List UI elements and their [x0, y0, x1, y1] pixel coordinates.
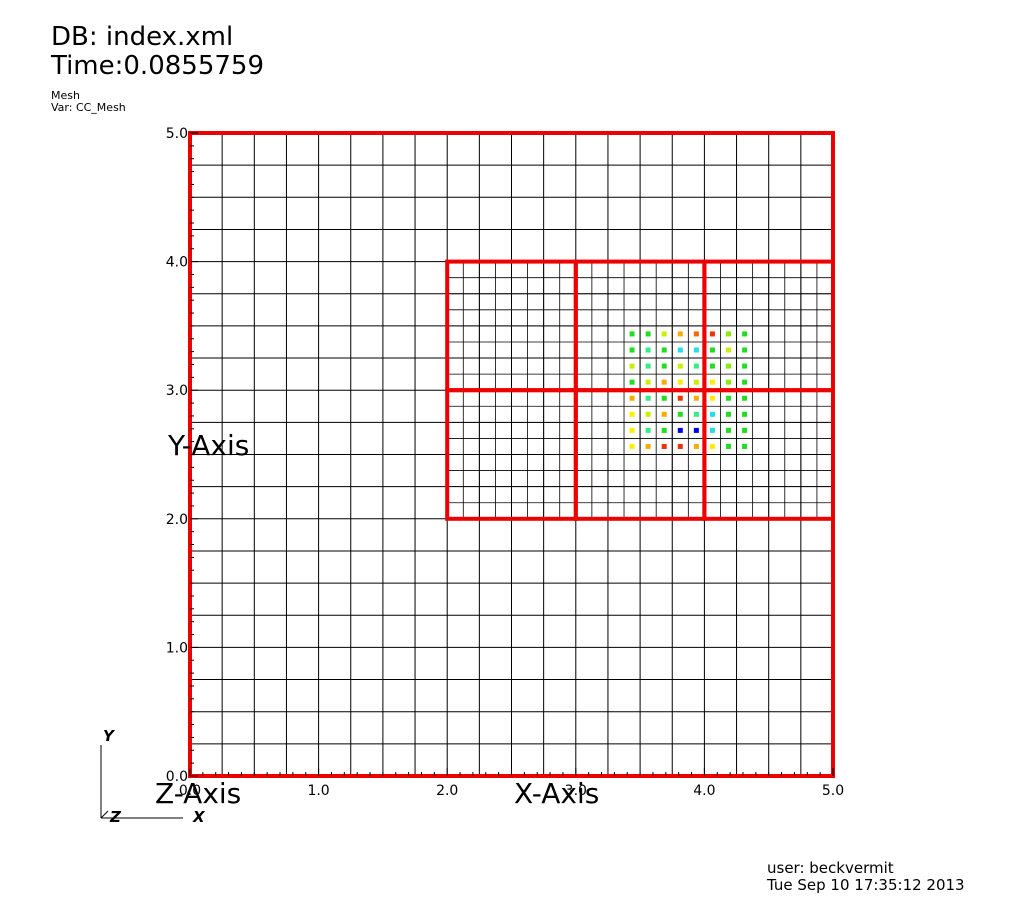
cell-marker: [645, 427, 651, 433]
cell-marker: [661, 363, 667, 369]
cell-marker: [661, 427, 667, 433]
cell-marker: [742, 411, 748, 417]
cell-marker: [661, 331, 667, 337]
time-label: Time:0.0855759: [51, 51, 264, 81]
x-tick-label: 4.0: [693, 783, 715, 799]
cell-marker: [742, 379, 748, 385]
cell-marker: [677, 379, 683, 385]
cell-marker: [645, 411, 651, 417]
cell-marker: [661, 347, 667, 353]
cell-marker: [742, 443, 748, 449]
patch-boundary: [702, 388, 836, 521]
cell-marker: [693, 427, 699, 433]
cell-marker: [661, 443, 667, 449]
date-label: Tue Sep 10 17:35:12 2013: [767, 876, 965, 894]
plot-name-label: Mesh: [51, 89, 80, 102]
y-tick-label: 1.0: [166, 640, 188, 656]
cell-marker: [629, 395, 635, 401]
cell-marker: [742, 363, 748, 369]
cell-marker: [742, 347, 748, 353]
cell-marker: [661, 395, 667, 401]
cell-marker: [677, 331, 683, 337]
variable-label: Var: CC_Mesh: [51, 101, 126, 114]
x-tick-label: 5.0: [822, 783, 844, 799]
cell-marker: [709, 411, 715, 417]
cell-marker: [742, 331, 748, 337]
cell-marker: [693, 395, 699, 401]
triad-x-label: X: [192, 808, 206, 826]
cell-marker: [677, 363, 683, 369]
cell-marker: [726, 363, 732, 369]
axis-triad: Y Z X: [100, 727, 206, 826]
z-axis-title: Z-Axis: [155, 777, 241, 810]
cell-marker: [645, 379, 651, 385]
cell-marker: [726, 411, 732, 417]
cell-marker: [726, 427, 732, 433]
cell-marker: [709, 363, 715, 369]
axis-ticks: 0.0 1.0 2.0 3.0 4.0 5.0 0.0 1.0 2.0 3.0 4.0 5.0: [166, 126, 844, 799]
cell-marker: [677, 411, 683, 417]
cell-marker: [709, 379, 715, 385]
cell-marker: [629, 443, 635, 449]
y-axis-title: Y-Axis: [167, 429, 249, 462]
y-tick-label: 2.0: [166, 512, 188, 528]
triad-z-label: Z: [109, 808, 122, 826]
cell-marker: [693, 411, 699, 417]
cell-marker: [645, 331, 651, 337]
database-label: DB: index.xml: [51, 22, 234, 52]
cell-marker: [661, 411, 667, 417]
cell-marker: [677, 427, 683, 433]
cell-marker: [693, 331, 699, 337]
cell-marker: [693, 379, 699, 385]
cell-marker: [629, 331, 635, 337]
cell-marker: [709, 395, 715, 401]
cell-marker: [645, 347, 651, 353]
cell-marker: [693, 347, 699, 353]
cell-marker: [677, 443, 683, 449]
cell-marker: [645, 363, 651, 369]
mesh-grid-lines: [190, 133, 833, 776]
cell-marker: [742, 427, 748, 433]
user-label: user: beckvermit: [767, 859, 894, 877]
cell-marker: [709, 427, 715, 433]
x-tick-label: 0.0: [179, 783, 201, 799]
cell-marker: [726, 395, 732, 401]
y-tick-label: 0.0: [166, 769, 188, 785]
cell-marker: [629, 411, 635, 417]
cell-marker: [693, 443, 699, 449]
cell-marker: [693, 363, 699, 369]
triad-y-label: Y: [103, 727, 116, 745]
x-tick-label: 3.0: [565, 783, 587, 799]
cell-markers: [629, 331, 748, 449]
cell-marker: [629, 347, 635, 353]
cell-marker: [726, 379, 732, 385]
cell-marker: [742, 395, 748, 401]
y-tick-label: 4.0: [166, 255, 188, 271]
cell-marker: [645, 395, 651, 401]
x-tick-label: 2.0: [436, 783, 458, 799]
cell-marker: [629, 427, 635, 433]
cell-marker: [629, 379, 635, 385]
cell-marker: [629, 363, 635, 369]
x-tick-label: 1.0: [307, 783, 329, 799]
cell-marker: [677, 347, 683, 353]
cell-marker: [726, 347, 732, 353]
cell-marker: [661, 379, 667, 385]
cell-marker: [709, 331, 715, 337]
cell-marker: [645, 443, 651, 449]
x-axis-title: X-Axis: [514, 777, 599, 810]
cell-marker: [709, 443, 715, 449]
cell-marker: [677, 395, 683, 401]
cell-marker: [726, 443, 732, 449]
cell-marker: [726, 331, 732, 337]
cell-marker: [709, 347, 715, 353]
y-tick-label: 5.0: [166, 126, 188, 142]
y-tick-label: 3.0: [166, 383, 188, 399]
